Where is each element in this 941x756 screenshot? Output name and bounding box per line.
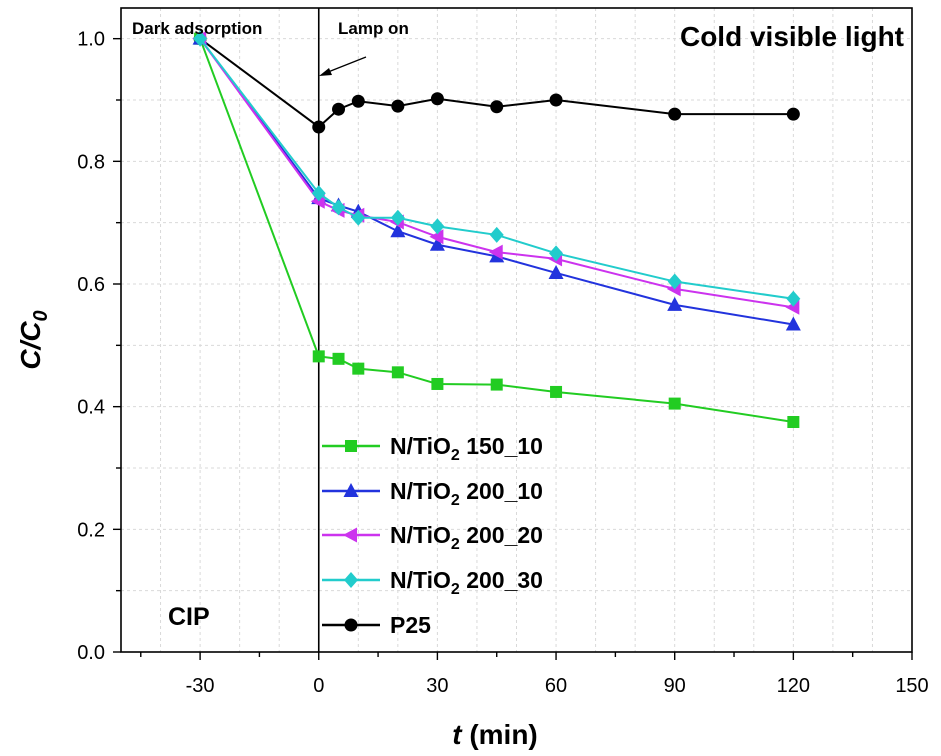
annotation-cip: CIP	[168, 603, 210, 631]
x-tick-label: 90	[664, 675, 686, 697]
data-point	[667, 273, 682, 290]
data-point	[549, 93, 563, 107]
legend-marker	[343, 527, 357, 543]
data-point	[352, 362, 365, 375]
annotation-dark-adsorption: Dark adsorption	[132, 19, 262, 38]
data-point	[312, 350, 325, 363]
y-tick-label: 0.8	[77, 151, 105, 173]
data-point	[311, 185, 326, 202]
data-point	[430, 218, 445, 235]
data-point	[786, 290, 801, 307]
y-tick-label: 0.6	[77, 274, 105, 296]
series-0	[194, 32, 800, 428]
data-point	[787, 416, 800, 428]
series-line	[199, 38, 794, 300]
data-point	[429, 236, 445, 251]
data-point	[390, 209, 405, 226]
axes	[120, 7, 913, 653]
x-tick-label: 0	[313, 675, 324, 697]
y-axis-title: C/C0	[15, 310, 52, 369]
data-point	[667, 296, 683, 311]
data-point	[490, 100, 504, 114]
grid-lines	[121, 8, 912, 652]
data-point	[331, 199, 346, 216]
legend-entry-1: N/TiO2 200_10	[322, 478, 543, 509]
data-point	[332, 352, 345, 365]
series-1	[192, 30, 801, 331]
data-point	[548, 264, 564, 279]
x-axis-title: t (min)	[452, 719, 538, 750]
legend-marker	[345, 440, 357, 452]
data-point	[488, 244, 503, 260]
data-point	[391, 99, 405, 113]
series-line	[199, 38, 794, 309]
legend-entry-3: N/TiO2 200_30	[322, 567, 543, 598]
data-point	[489, 226, 504, 243]
legend-marker	[344, 618, 358, 632]
data-point	[431, 377, 444, 390]
series-3	[193, 30, 801, 307]
data-point	[351, 209, 366, 226]
data-point	[550, 385, 563, 398]
data-point	[786, 107, 800, 121]
legend-label: P25	[390, 612, 431, 638]
data-point	[785, 316, 801, 331]
legend-label: N/TiO2 200_10	[390, 478, 543, 509]
lamp-on-arrowhead	[319, 68, 332, 76]
legend-marker	[344, 572, 358, 588]
data-point	[549, 245, 564, 262]
annotation-cold-visible-light: Cold visible light	[680, 21, 904, 52]
y-tick-label: 0.4	[77, 397, 105, 419]
legend-label: N/TiO2 150_10	[390, 433, 543, 464]
series-group	[192, 30, 801, 428]
series-line	[199, 37, 794, 129]
y-tick-label: 0.2	[77, 519, 105, 541]
legend-label: N/TiO2 200_30	[390, 567, 543, 598]
x-tick-label: 120	[777, 675, 810, 697]
data-point	[668, 107, 682, 121]
x-tick-label: 30	[426, 675, 448, 697]
data-point	[312, 120, 326, 134]
x-tick-label: 150	[895, 675, 928, 697]
data-point	[490, 378, 503, 391]
annotation-lamp-on: Lamp on	[338, 19, 409, 38]
data-point	[430, 92, 444, 106]
x-tick-label: -30	[186, 675, 215, 697]
plot-frame	[120, 7, 913, 653]
series-2	[192, 31, 800, 315]
y-tick-label: 0.0	[77, 642, 105, 664]
y-tick-label: 1.0	[77, 29, 105, 51]
legend-marker	[343, 483, 359, 497]
legend-label: N/TiO2 200_20	[390, 522, 543, 553]
data-point	[429, 229, 444, 245]
data-point	[391, 366, 404, 379]
data-point	[668, 397, 681, 410]
ticks: -30 0 30 60 90 120 150 0.0 0.2 0.4 0.6 0.8 1.0	[77, 29, 929, 697]
series-line	[199, 38, 794, 326]
legend-entry-4: P25	[322, 612, 431, 638]
data-point	[390, 223, 406, 238]
legend-entry-0: N/TiO2 150_10	[322, 433, 543, 464]
data-point	[332, 102, 346, 116]
legend-entry-2: N/TiO2 200_20	[322, 522, 543, 553]
data-point	[351, 94, 365, 108]
series-4	[193, 32, 800, 134]
series-line	[199, 38, 794, 423]
x-tick-label: 60	[545, 675, 567, 697]
legend: N/TiO2 150_10 N/TiO2 200_10 N/TiO2 200_20 N…	[322, 433, 543, 638]
data-point	[193, 30, 208, 47]
